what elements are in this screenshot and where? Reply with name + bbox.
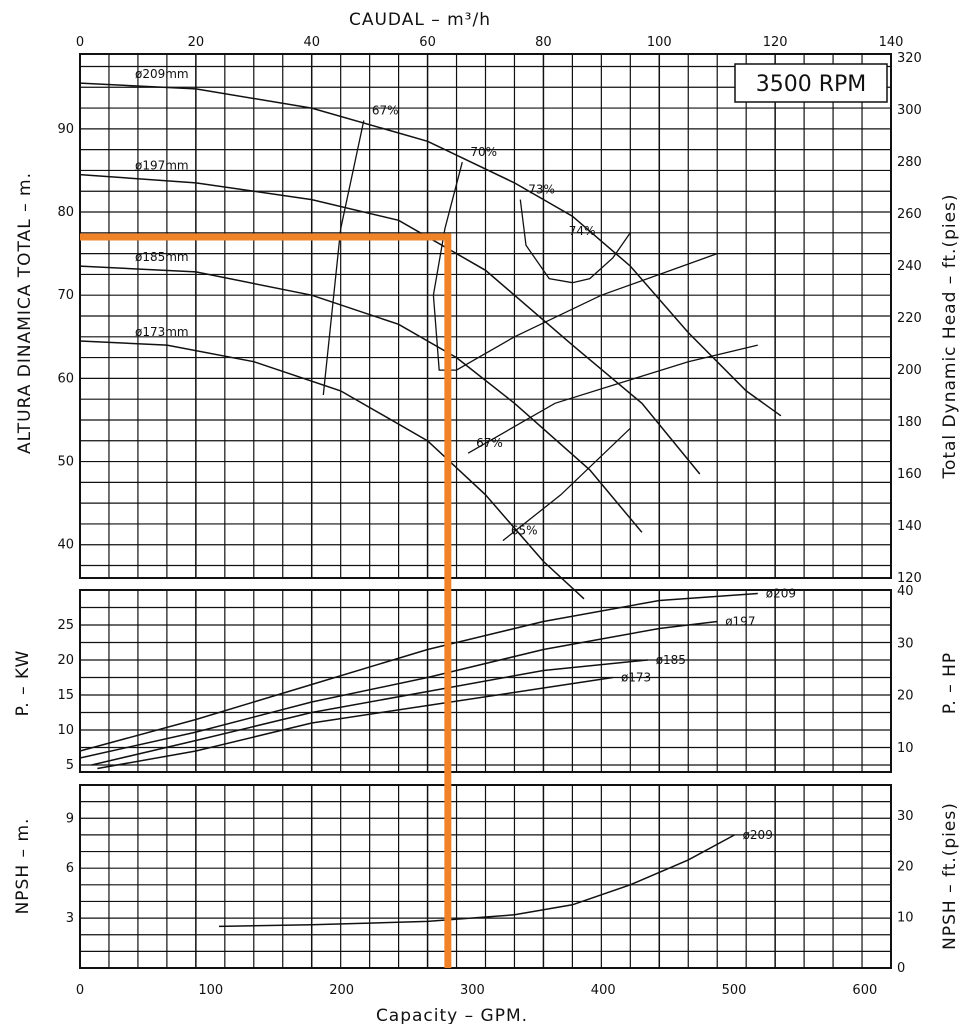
right-tick-label: 240 [897, 259, 922, 274]
diameter-label: ø173mm [135, 325, 189, 339]
chart-curves: ø209mm ø197mm ø185mm ø173mm 67% 70% 73% 74% 65% 6… [79, 67, 796, 928]
top-tick-label: 80 [535, 35, 552, 50]
top-tick-label: 20 [188, 35, 205, 50]
left-tick-label: 9 [66, 811, 74, 826]
diameter-label: ø185 [656, 653, 686, 667]
right-tick-label: 40 [897, 584, 914, 599]
diameter-label: ø209mm [135, 67, 189, 81]
right-tick-label: 200 [897, 363, 922, 378]
npsh-left-axis-title: NPSH – m. [13, 818, 33, 915]
power-left-axis-title: P. – KW [13, 650, 33, 717]
series-curve [79, 620, 718, 759]
left-tick-label: 5 [66, 758, 74, 773]
efficiency-curve [502, 427, 631, 542]
series-curve [79, 265, 643, 533]
series-curve [97, 676, 614, 770]
efficiency-label: 74% [569, 224, 596, 238]
right-tick-label: 260 [897, 207, 922, 222]
chart-tick-labels: 4050607080901201401601802002202402602803… [57, 35, 921, 998]
power-right-axis-title: P. – HP [940, 652, 960, 714]
top-axis-title: CAUDAL – m³/h [349, 10, 491, 30]
left-tick-label: 3 [66, 911, 74, 926]
right-tick-label: 180 [897, 415, 922, 430]
bottom-tick-label: 100 [198, 983, 223, 998]
diameter-label: ø209 [766, 587, 796, 601]
bottom-tick-label: 500 [722, 983, 747, 998]
efficiency-curve [467, 344, 758, 454]
efficiency-label: 65% [511, 524, 538, 538]
efficiency-curve [519, 199, 631, 284]
diameter-label: ø173 [621, 671, 651, 685]
left-tick-label: 50 [57, 455, 74, 470]
efficiency-label: 67% [372, 104, 399, 118]
head-left-axis-title: ALTURA DINAMICA TOTAL – m. [15, 172, 35, 454]
efficiency-label: 73% [528, 183, 555, 197]
left-tick-label: 20 [57, 653, 74, 668]
right-tick-label: 10 [897, 741, 914, 756]
right-tick-label: 160 [897, 467, 922, 482]
left-tick-label: 15 [57, 688, 74, 703]
left-tick-label: 25 [57, 618, 74, 633]
rpm-box [734, 63, 888, 103]
bottom-tick-label: 200 [329, 983, 354, 998]
bottom-tick-label: 300 [460, 983, 485, 998]
diameter-label: ø185mm [135, 250, 189, 264]
efficiency-curve [322, 120, 365, 396]
series-curve [79, 82, 782, 417]
right-tick-label: 320 [897, 51, 922, 66]
top-tick-label: 140 [879, 35, 904, 50]
npsh-right-axis-title: NPSH – ft.(pies) [940, 802, 960, 950]
panel-frame [79, 53, 892, 579]
top-tick-label: 60 [419, 35, 436, 50]
diameter-label: ø197mm [135, 159, 189, 173]
bottom-tick-label: 0 [76, 983, 84, 998]
right-tick-label: 30 [897, 809, 914, 824]
panel-frame [79, 589, 892, 773]
top-tick-label: 100 [647, 35, 672, 50]
chart-grid [79, 53, 892, 969]
bottom-tick-label: 400 [591, 983, 616, 998]
efficiency-curve [432, 161, 718, 371]
head-right-axis-title: Total Dynamic Head – ft.(pies) [940, 193, 960, 479]
right-tick-label: 30 [897, 636, 914, 651]
series-curve [91, 659, 648, 766]
right-tick-label: 120 [897, 571, 922, 586]
right-tick-label: 280 [897, 155, 922, 170]
left-tick-label: 60 [57, 371, 74, 386]
left-tick-label: 40 [57, 538, 74, 553]
right-tick-label: 220 [897, 311, 922, 326]
right-tick-label: 10 [897, 910, 914, 925]
right-tick-label: 0 [897, 961, 905, 976]
left-tick-label: 10 [57, 723, 74, 738]
top-tick-label: 120 [763, 35, 788, 50]
panel-frame [79, 784, 892, 969]
series-curve [79, 340, 585, 600]
left-tick-label: 6 [66, 861, 74, 876]
right-tick-label: 300 [897, 103, 922, 118]
chart-title: 3500 RPM [756, 72, 867, 97]
bottom-tick-label: 600 [852, 983, 877, 998]
efficiency-label: 67% [476, 436, 503, 450]
right-tick-label: 20 [897, 860, 914, 875]
diameter-label: ø209 [743, 828, 773, 842]
right-tick-label: 20 [897, 689, 914, 704]
series-curve [79, 592, 758, 752]
top-tick-label: 40 [303, 35, 320, 50]
top-tick-label: 0 [76, 35, 84, 50]
diameter-label: ø197 [725, 615, 755, 629]
bottom-axis-title: Capacity – GPM. [376, 1006, 528, 1024]
efficiency-label: 70% [470, 145, 497, 159]
operating-point-lines [80, 233, 452, 968]
left-tick-label: 80 [57, 205, 74, 220]
series-curve [218, 834, 735, 928]
left-tick-label: 70 [57, 288, 74, 303]
left-tick-label: 90 [57, 122, 74, 137]
right-tick-label: 140 [897, 519, 922, 534]
